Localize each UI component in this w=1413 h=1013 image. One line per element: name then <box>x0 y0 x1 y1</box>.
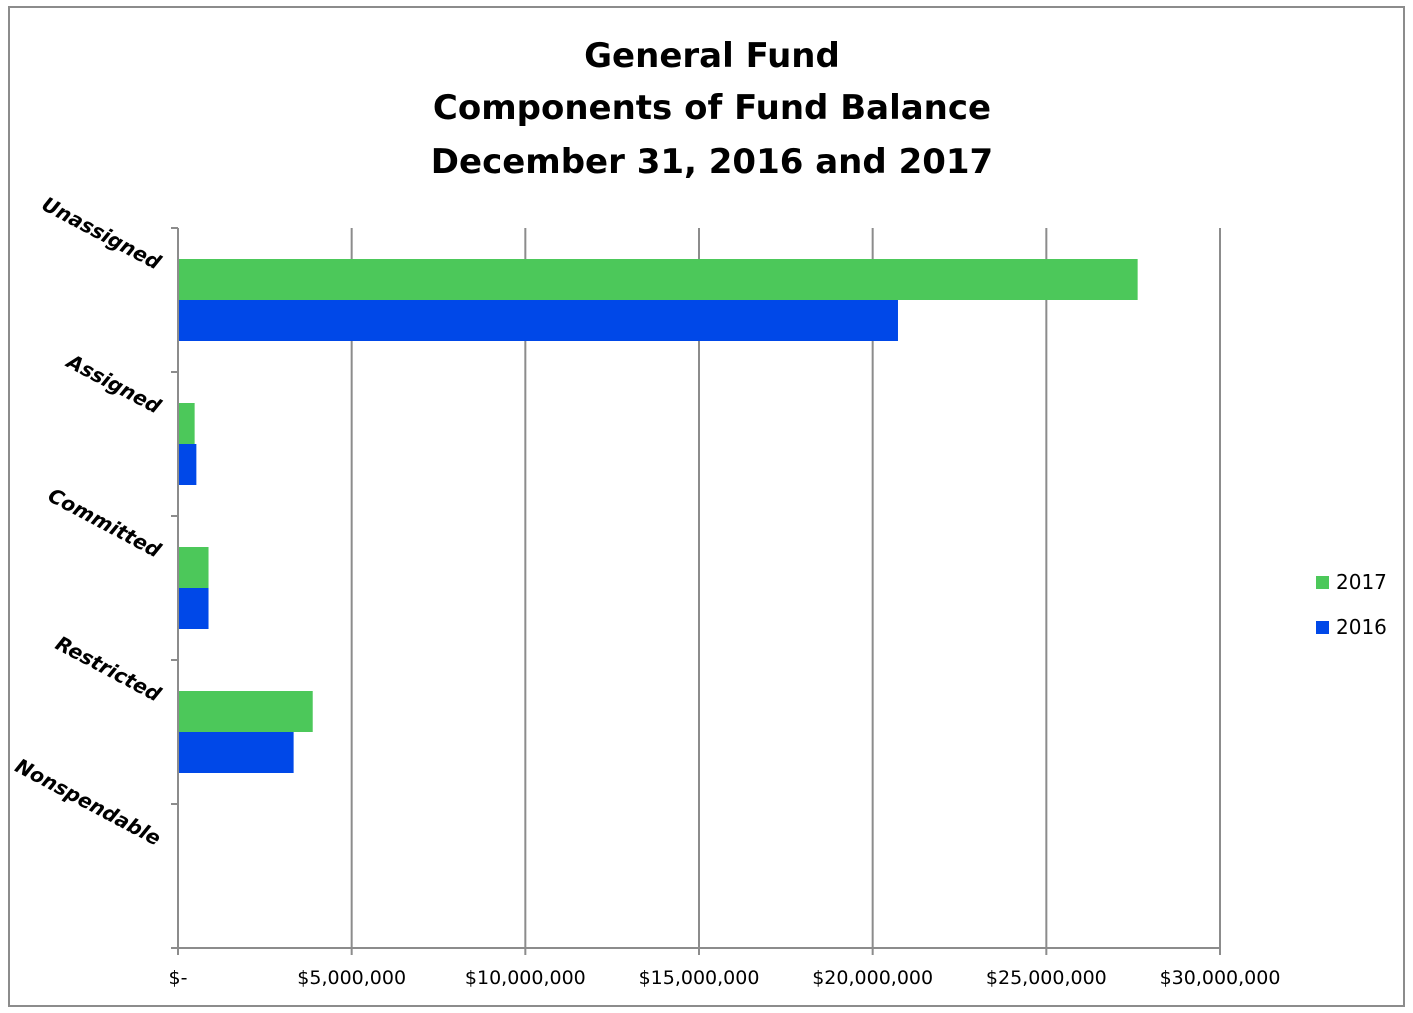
legend-swatch-2016 <box>1316 621 1329 634</box>
chart-title: General Fund Components of Fund Balance … <box>431 36 993 182</box>
x-tick-label: $30,000,000 <box>1160 967 1281 989</box>
bar-2016-committed <box>179 588 209 629</box>
title-line-1: General Fund <box>584 36 840 76</box>
bar-2016-restricted <box>179 732 294 773</box>
bar-2017-committed <box>179 547 209 588</box>
x-tick-label: $5,000,000 <box>297 967 406 989</box>
x-tick-label: $- <box>169 967 188 989</box>
legend-label-2016: 2016 <box>1336 615 1387 639</box>
bars <box>179 259 1138 773</box>
legend: 2017 2016 <box>1316 570 1387 639</box>
bar-2016-assigned <box>179 444 197 485</box>
title-line-2: Components of Fund Balance <box>433 88 991 128</box>
bar-2017-restricted <box>179 691 313 732</box>
gridlines <box>350 228 1221 948</box>
title-line-3: December 31, 2016 and 2017 <box>431 142 993 182</box>
chart-frame: General Fund Components of Fund Balance … <box>8 6 1405 1007</box>
chart-svg: General Fund Components of Fund Balance … <box>11 36 1387 989</box>
x-tick-label: $15,000,000 <box>639 967 760 989</box>
bar-2017-assigned <box>179 403 195 444</box>
legend-swatch-2017 <box>1316 576 1329 589</box>
axes <box>171 227 1221 955</box>
x-tick-label: $20,000,000 <box>812 967 933 989</box>
bar-2016-unassigned <box>179 300 898 341</box>
category-label-restricted: Restricted <box>52 631 166 707</box>
bar-2017-unassigned <box>179 259 1138 300</box>
x-tick-label: $10,000,000 <box>465 967 586 989</box>
category-labels: Unassigned Assigned Committed Restricted Non… <box>11 192 165 851</box>
category-label-nonspendable: Nonspendable <box>11 753 165 850</box>
x-tick-label: $25,000,000 <box>986 967 1107 989</box>
category-label-assigned: Assigned <box>61 348 165 419</box>
category-label-committed: Committed <box>44 483 165 563</box>
x-tick-labels: $- $5,000,000 $10,000,000 $15,000,000 $20,00… <box>169 967 1281 989</box>
legend-label-2017: 2017 <box>1336 570 1387 594</box>
category-label-unassigned: Unassigned <box>38 192 166 275</box>
